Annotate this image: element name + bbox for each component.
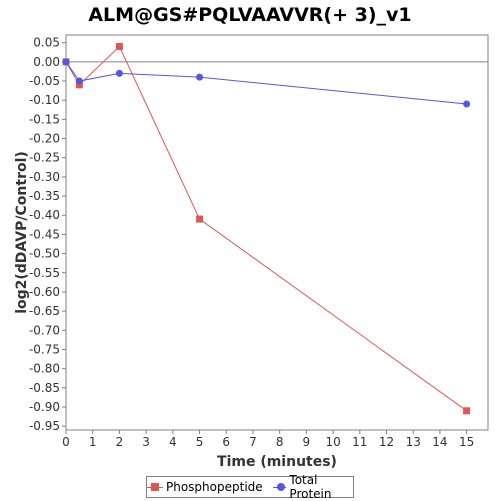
- x-tick-label: 6: [222, 435, 230, 449]
- legend-swatch: [147, 482, 163, 492]
- x-tick-label: 9: [303, 435, 311, 449]
- y-axis-title: log2(dDAVP/Control): [14, 151, 30, 314]
- legend: Phosphopeptide Total Protein: [146, 473, 354, 501]
- data-point-phosphopeptide: [463, 407, 471, 415]
- x-tick-label: 2: [116, 435, 124, 449]
- y-tick-label: -0.10: [29, 93, 60, 107]
- x-tick-label: 1: [89, 435, 97, 449]
- data-point-total-protein: [115, 69, 123, 77]
- legend-item: Total Protein: [272, 473, 353, 501]
- y-tick-label: -0.40: [29, 208, 60, 222]
- y-tick-label: -0.65: [29, 304, 60, 318]
- chart-title: ALM@GS#PQLVAAVVR(+ 3)_v1: [88, 4, 412, 26]
- y-axis: 0.05 0.00 -0.05 -0.10 -0.15 -0.20 -0.25 -0.30 -0…: [29, 36, 66, 433]
- y-tick-label: -0.95: [29, 419, 60, 433]
- y-tick-label: -0.55: [29, 266, 60, 280]
- legend-swatch: [272, 482, 287, 492]
- series-total-protein: [62, 58, 471, 108]
- y-tick-label: -0.60: [29, 285, 60, 299]
- data-point-phosphopeptide: [115, 43, 123, 51]
- data-point-total-protein: [463, 100, 471, 108]
- x-axis: 0 1 2 3 4 5 6 7 8 9 10 11 12 13 14 15: [62, 430, 474, 449]
- data-point-total-protein: [75, 77, 83, 85]
- y-tick-label: 0.00: [33, 55, 60, 69]
- x-tick-label: 3: [142, 435, 150, 449]
- legend-label: Total Protein: [289, 473, 332, 501]
- x-tick-label: 5: [196, 435, 204, 449]
- plot-frame: [65, 34, 489, 431]
- y-tick-label: -0.75: [29, 342, 60, 356]
- x-tick-label: 7: [249, 435, 257, 449]
- y-tick-label: -0.50: [29, 247, 60, 261]
- y-tick-label: -0.20: [29, 132, 60, 146]
- y-tick-label: -0.05: [29, 74, 60, 88]
- legend-item: Phosphopeptide: [147, 480, 263, 494]
- data-point-total-protein: [196, 73, 204, 81]
- y-tick-label: -0.80: [29, 362, 60, 376]
- data-point-total-protein: [62, 58, 70, 66]
- y-tick-label: -0.85: [29, 381, 60, 395]
- y-tick-label: -0.90: [29, 400, 60, 414]
- y-tick-label: -0.25: [29, 151, 60, 165]
- x-tick-label: 0: [62, 435, 70, 449]
- series-layer: [62, 43, 471, 415]
- x-axis-title: Time (minutes): [217, 454, 337, 470]
- x-tick-label: 8: [276, 435, 284, 449]
- x-tick-label: 15: [459, 435, 474, 449]
- y-tick-label: -0.70: [29, 323, 60, 337]
- x-tick-label: 10: [325, 435, 340, 449]
- data-point-phosphopeptide: [75, 81, 83, 89]
- y-tick-label: -0.35: [29, 189, 60, 203]
- legend-label: Phosphopeptide: [166, 480, 263, 494]
- y-tick-label: -0.30: [29, 170, 60, 184]
- data-point-phosphopeptide: [196, 215, 204, 223]
- plot-area: [65, 34, 489, 431]
- y-tick-label: -0.15: [29, 112, 60, 126]
- x-tick-label: 11: [352, 435, 367, 449]
- x-tick-label: 14: [432, 435, 447, 449]
- x-tick-label: 12: [379, 435, 394, 449]
- y-tick-label: -0.45: [29, 227, 60, 241]
- x-tick-label: 13: [406, 435, 421, 449]
- x-tick-label: 4: [169, 435, 177, 449]
- y-tick-label: 0.05: [33, 36, 60, 50]
